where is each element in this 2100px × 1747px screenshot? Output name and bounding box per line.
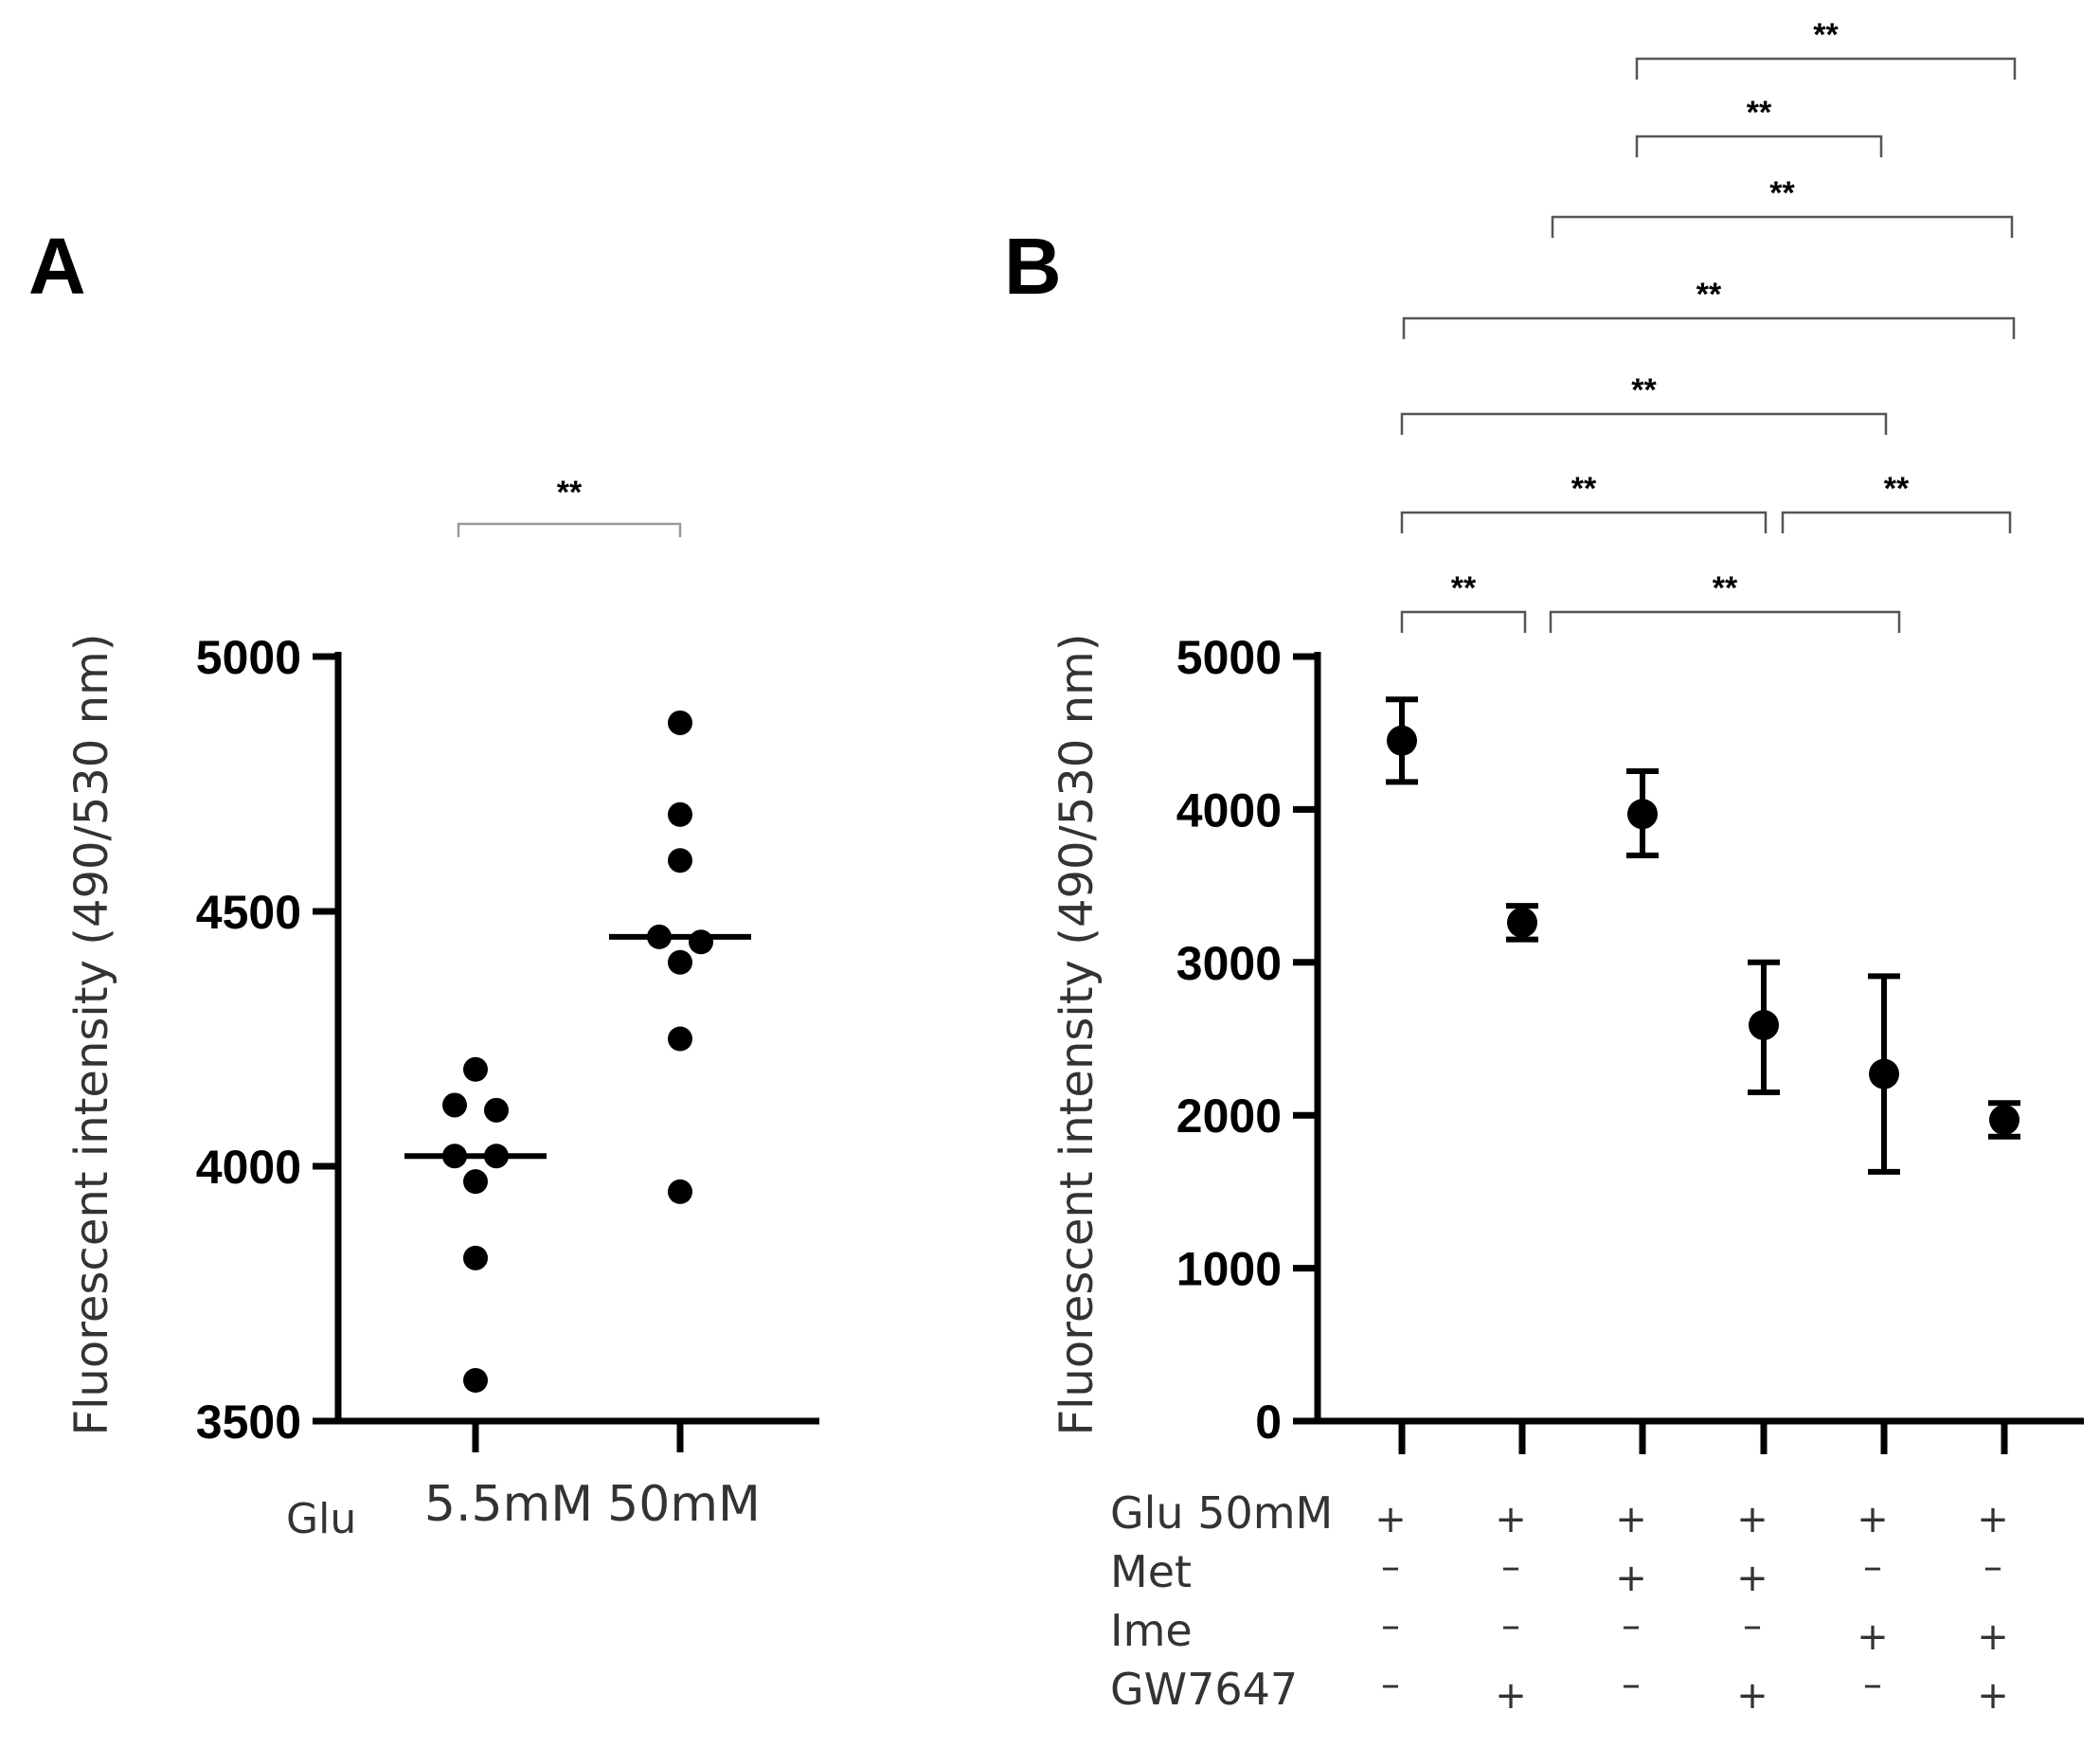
panel-a-letter: A <box>28 222 86 311</box>
panel-a-data-point <box>463 1056 488 1082</box>
panel-b-significance-bracket <box>1551 215 2014 238</box>
panel-a-category-label: 50mM <box>607 1476 761 1533</box>
panel-b-condition-symbol: – <box>1743 1604 1762 1648</box>
panel-b-condition-symbol: + <box>1374 1498 1407 1541</box>
panel-b-mean-point <box>1749 1009 1779 1040</box>
panel-a-data-point <box>668 848 692 874</box>
panel-b-y-tick-label: 2000 <box>1176 1090 1282 1143</box>
panel-a-y-tick-label: 3500 <box>196 1396 301 1449</box>
panel-b-condition-symbol: + <box>1736 1498 1768 1541</box>
panel-b-mean-point <box>1627 799 1658 830</box>
panel-b-condition-symbol: – <box>1381 1604 1400 1648</box>
panel-b-significance-label: ** <box>1451 570 1477 606</box>
panel-a-data-point <box>463 1245 488 1270</box>
panel-b-y-tick-label: 1000 <box>1176 1243 1282 1296</box>
panel-b-condition-symbol: + <box>1495 1498 1527 1541</box>
panel-b-mean-point <box>1387 725 1417 756</box>
panel-b-significance-bracket <box>1635 57 2017 80</box>
panel-a-significance-bracket <box>457 522 682 537</box>
panel-b-condition-symbol: + <box>1736 1557 1768 1600</box>
panel-a-category-label: 5.5mM <box>424 1476 593 1533</box>
panel-b-condition-symbol: – <box>1381 1663 1400 1706</box>
panel-b-condition-symbol: + <box>1857 1498 1889 1541</box>
panel-b-significance-bracket <box>1402 316 2016 339</box>
panel-a-data-point <box>668 949 692 975</box>
panel-b-condition-symbol: – <box>1622 1604 1641 1648</box>
panel-b-condition-symbol: + <box>1977 1615 2009 1659</box>
panel-b-condition-symbol: + <box>1977 1674 2009 1718</box>
panel-a-data-point <box>442 1092 467 1118</box>
panel-b-y-tick-label: 4000 <box>1176 783 1282 837</box>
panel-b-condition-label: GW7647 <box>1110 1664 1298 1715</box>
panel-a-data-point <box>668 801 692 827</box>
panel-a-y-tick-label: 4500 <box>196 886 301 939</box>
panel-b-y-tick-label: 0 <box>1255 1396 1282 1449</box>
panel-b-chart: 0 1000 2000 3000 4000 5000 ** ** ** ** ** ** ** ** **… <box>1050 17 2084 1718</box>
panel-b-condition-symbol: – <box>1501 1604 1520 1648</box>
panel-a-data-point <box>689 929 713 955</box>
panel-a-data-point <box>668 710 692 735</box>
panel-b-mean-point <box>1507 907 1537 938</box>
panel-b-mean-point <box>1989 1105 2019 1136</box>
panel-a-y-axis-title: Fluorescent intensity (490/530 nm) <box>65 633 118 1435</box>
panel-a-y-tick-label: 5000 <box>196 631 301 684</box>
panel-a-data-point <box>463 1169 488 1195</box>
panel-b-condition-label: Ime <box>1110 1605 1193 1656</box>
panel-b-letter: B <box>1004 222 1062 311</box>
panel-a-chart: 3500 4000 4500 5000 5.5mM 50mM ** Fluorescen… <box>65 475 819 1543</box>
panel-b-significance-label: ** <box>1747 95 1772 131</box>
panel-b-significance-label: ** <box>1696 277 1722 313</box>
panel-b-significance-bracket <box>1635 135 1883 157</box>
panel-b-condition-symbol: + <box>1857 1615 1889 1659</box>
panel-b-condition-symbol: + <box>1615 1498 1647 1541</box>
panel-b-y-tick-label: 3000 <box>1176 937 1282 990</box>
panel-b-mean-point <box>1869 1058 1899 1090</box>
panel-b-significance-label: ** <box>1713 570 1738 606</box>
panel-b-condition-symbol: – <box>1381 1545 1400 1589</box>
panel-b-significance-label: ** <box>1631 372 1657 408</box>
panel-b-significance-bracket <box>1549 610 1901 633</box>
panel-b-significance-bracket <box>1781 511 2012 533</box>
panel-a-significance-label: ** <box>557 475 583 511</box>
panel-a-data-point <box>668 1026 692 1052</box>
panel-b-condition-symbol: + <box>1615 1557 1647 1600</box>
panel-b-condition-symbol: – <box>1863 1545 1882 1589</box>
panel-b-condition-label: Met <box>1110 1546 1192 1597</box>
panel-b-condition-label: Glu 50mM <box>1110 1487 1333 1539</box>
panel-b-condition-symbol: – <box>1622 1663 1641 1706</box>
panel-a-data-point <box>668 1179 692 1204</box>
panel-b-significance-bracket <box>1400 610 1527 633</box>
panel-b-condition-symbol: + <box>1977 1498 2009 1541</box>
panel-b-significance-label: ** <box>1769 175 1795 211</box>
panel-b-condition-symbol: – <box>1501 1545 1520 1589</box>
panel-a-data-point <box>484 1097 509 1123</box>
panel-b-condition-symbol: – <box>1863 1663 1882 1706</box>
panel-a-y-tick-label: 4000 <box>196 1141 301 1194</box>
panel-b-condition-symbol: – <box>1983 1545 2002 1589</box>
panel-b-condition-symbol: + <box>1495 1674 1527 1718</box>
panel-b-y-tick-label: 5000 <box>1176 631 1282 684</box>
panel-b-condition-symbol: + <box>1736 1674 1768 1718</box>
panel-b-y-axis-title: Fluorescent intensity (490/530 nm) <box>1050 633 1104 1435</box>
panel-b-significance-label: ** <box>1813 17 1839 53</box>
panel-b-significance-bracket <box>1400 412 1888 435</box>
panel-b-significance-bracket <box>1400 511 1768 533</box>
panel-b-significance-label: ** <box>1884 471 1910 507</box>
panel-a-data-point <box>463 1367 488 1393</box>
panel-b-significance-label: ** <box>1571 471 1597 507</box>
panel-a-x-axis-title: Glu <box>286 1495 356 1543</box>
